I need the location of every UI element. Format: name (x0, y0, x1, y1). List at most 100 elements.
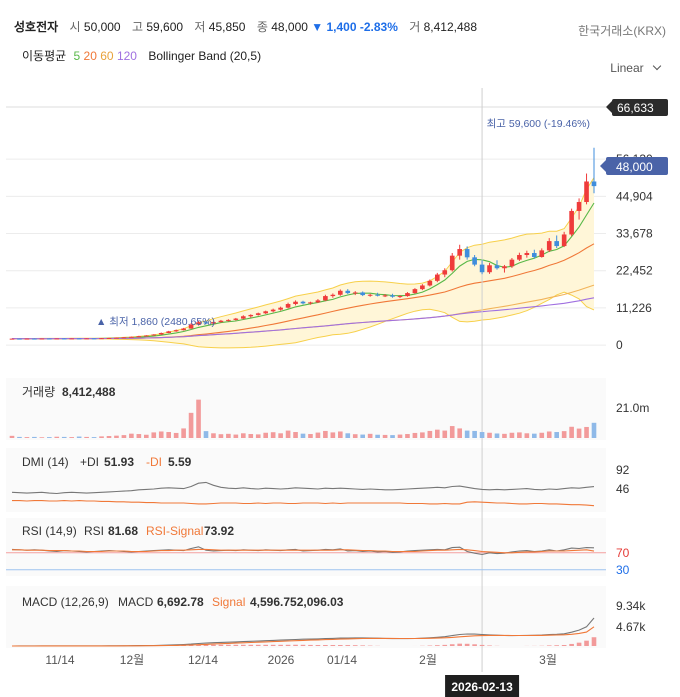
volume-bar (337, 431, 343, 438)
candle-body (427, 280, 433, 286)
ma5-legend[interactable]: 5 (73, 49, 81, 63)
candle-body (360, 292, 366, 296)
volume-bar (158, 431, 164, 438)
candle-body (337, 290, 343, 295)
indicator-panel-bg (6, 586, 606, 648)
volume-bar (143, 434, 149, 438)
volume-bar (390, 435, 395, 438)
volume-bar (181, 428, 186, 438)
candle-body (397, 296, 403, 298)
volume-bar (226, 433, 231, 438)
candle-body (382, 295, 388, 297)
volume-bar (405, 434, 410, 438)
dmi-minus-label: -DI (146, 455, 162, 469)
volume-bar (293, 432, 298, 438)
macd-histogram-bar (360, 645, 366, 646)
volume-bar (449, 426, 455, 438)
candle-body (255, 313, 261, 315)
open-value: 50,000 (83, 20, 121, 34)
volume-bar (479, 432, 485, 438)
volume-bar (352, 434, 358, 438)
macd-histogram-bar (561, 645, 567, 646)
macd-histogram-bar (330, 644, 336, 646)
candle-body (405, 293, 410, 297)
bollinger-legend[interactable]: Bollinger Band (20,5) (148, 49, 262, 63)
stock-name: 성호전자 (14, 20, 59, 34)
candle-body (114, 337, 119, 339)
macd-histogram-bar (449, 644, 455, 646)
price-tick-label: 22,452 (616, 264, 653, 278)
volume-bar (420, 432, 425, 438)
volume-bar (39, 437, 45, 438)
candle-body (106, 337, 112, 339)
high-badge-arrow (606, 101, 612, 113)
volume-bar (330, 432, 336, 438)
volume-bar (285, 430, 291, 438)
quote-header: 성호전자 시 50,000 고 59,600 저 45,850 종 48,000… (14, 18, 477, 35)
candle-body (479, 264, 485, 273)
high-price-badge (612, 99, 668, 116)
volume-bar (46, 437, 52, 438)
volume-bar (502, 433, 507, 438)
candle-body (554, 241, 560, 247)
candle-body (188, 324, 194, 329)
max-price-annotation: 최고 59,600 (-19.46%) (487, 118, 590, 130)
ma60-legend[interactable]: 60 (100, 49, 114, 63)
rsi-tick-label: 30 (616, 563, 630, 577)
volume-bar (472, 430, 477, 438)
price-tick-label: 44,904 (616, 189, 653, 203)
candle-body (9, 338, 15, 340)
volume-bar (576, 428, 582, 438)
ma20-legend[interactable]: 20 (83, 49, 97, 63)
candle-body (136, 336, 142, 338)
volume-bar (129, 433, 134, 438)
macd-histogram-bar (203, 644, 209, 646)
price-tick-label: 0 (616, 338, 623, 352)
candle-body (218, 320, 224, 323)
last-price-badge (606, 157, 668, 175)
scale-selector[interactable]: Linear (610, 61, 662, 75)
indicator-panel-bg (6, 518, 606, 576)
x-tick-label: 2월 (419, 653, 437, 667)
candle-body (502, 266, 507, 269)
candle-body (278, 307, 283, 310)
candle-body (99, 338, 104, 340)
open-label: 시 (69, 20, 81, 34)
macd-histogram-bar (554, 645, 560, 646)
candle-body (54, 338, 60, 340)
candle-body (143, 335, 149, 337)
candle-body (591, 181, 597, 187)
candle-body (233, 318, 239, 320)
candle-body (584, 181, 589, 203)
volume-bar (457, 428, 463, 438)
macd-histogram-bar (300, 644, 306, 646)
volume-bar (173, 432, 179, 438)
candle-body (91, 338, 97, 340)
last-price-label: 48,000 (616, 160, 653, 174)
close-value: 48,000 (271, 20, 308, 34)
dmi-di-line (12, 500, 595, 507)
volume-bar (591, 422, 597, 438)
volume-bar (554, 432, 560, 438)
candle-body (442, 270, 448, 275)
candle-body (151, 334, 157, 336)
macd-histogram-bar (487, 645, 492, 646)
macd-histogram-bar (196, 644, 201, 646)
ma120-legend[interactable]: 120 (116, 49, 137, 63)
dmi-plus-label: +DI (80, 455, 99, 469)
macd-histogram-bar (218, 644, 224, 646)
candle-body (546, 241, 552, 251)
macd-histogram-bar (315, 644, 321, 646)
volume-bar (84, 436, 89, 438)
dmi-tick-label: 92 (616, 463, 630, 477)
volume-bar (24, 437, 30, 438)
volume-bar (99, 436, 104, 438)
volume-bar (323, 430, 328, 438)
candle-body (434, 274, 440, 281)
volume-bar (569, 426, 574, 438)
candle-body (39, 338, 45, 340)
volume-bar (584, 426, 589, 438)
volume-bar (524, 433, 530, 438)
high-label: 고 (131, 20, 143, 34)
